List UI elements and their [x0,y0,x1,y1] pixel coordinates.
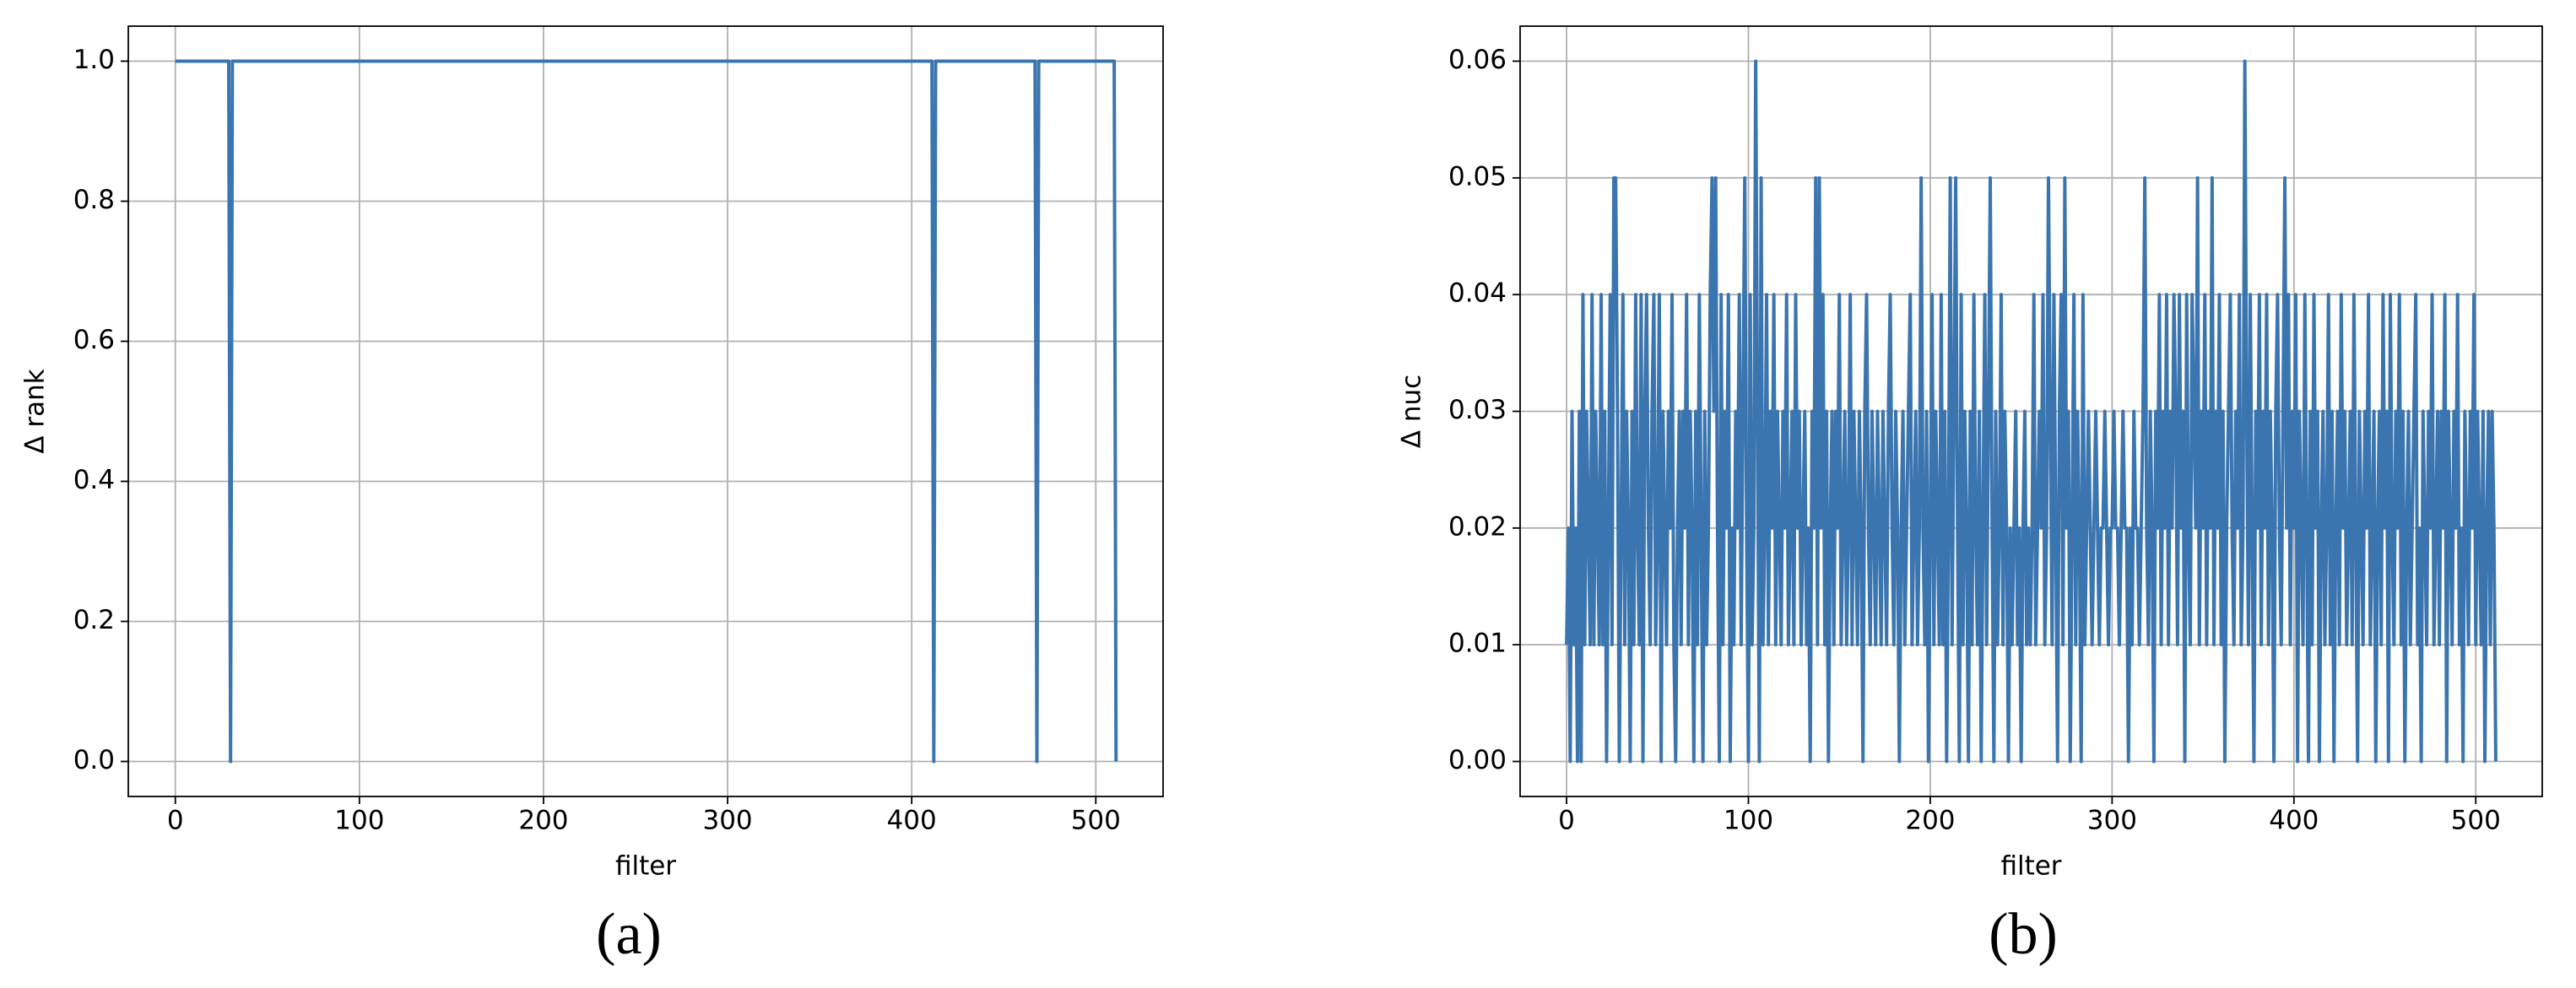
x-tick-label: 200 [1905,806,1955,836]
y-tick-label: 0.04 [1448,278,1507,309]
x-tick-label: 0 [1558,806,1575,836]
x-tick-label: 200 [518,806,568,836]
x-axis-label: filter [2000,851,2061,882]
x-tick-label: 400 [2269,806,2319,836]
x-tick-label: 400 [887,806,937,836]
y-tick-label: 0.0 [73,745,115,775]
y-tick-label: 0.6 [73,325,115,355]
y-tick-label: 0.03 [1448,395,1507,425]
data-line [175,59,1118,764]
x-tick-label: 300 [2087,806,2137,836]
y-tick-label: 0.06 [1448,45,1507,75]
x-tick-label: 500 [2451,806,2501,836]
caption: (a) [596,902,662,967]
y-tick-label: 0.02 [1448,511,1507,542]
y-tick-label: 0.00 [1448,745,1507,775]
y-tick-label: 0.05 [1448,161,1507,192]
y-tick-label: 1.0 [73,45,115,75]
x-tick-label: 100 [1724,806,1773,836]
y-tick-label: 0.2 [73,605,115,635]
y-axis-label: Δ rank [20,369,51,453]
axes-frame [1519,25,2543,797]
y-tick-label: 0.4 [73,465,115,495]
x-tick-label: 500 [1071,806,1121,836]
x-tick-label: 0 [167,806,184,836]
x-tick-label: 300 [702,806,752,836]
data-line [1565,59,2498,764]
x-tick-label: 100 [334,806,384,836]
axes-frame [127,25,1164,797]
y-tick-label: 0.01 [1448,629,1507,659]
caption: (b) [1989,902,2058,967]
x-axis-label: filter [615,851,676,882]
y-tick-label: 0.8 [73,185,115,215]
y-axis-label: Δ nuc [1397,375,1427,448]
